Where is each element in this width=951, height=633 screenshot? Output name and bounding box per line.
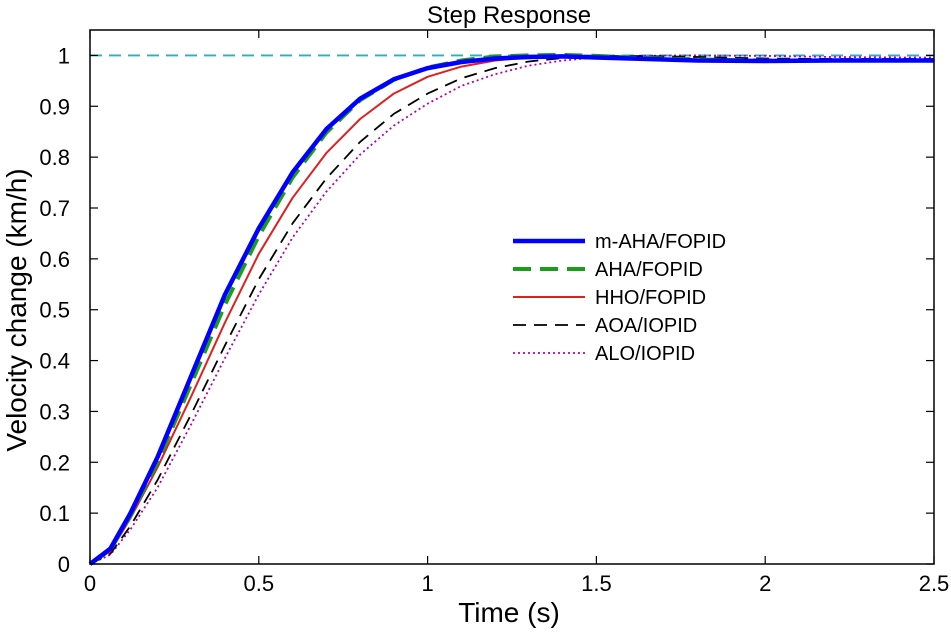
- y-tick-label: 1: [58, 43, 70, 68]
- x-tick-label: 2.5: [919, 571, 950, 596]
- chart-title: Step Response: [427, 2, 591, 29]
- legend-label: HHO/FOPID: [595, 287, 706, 309]
- y-tick-label: 0: [58, 552, 70, 577]
- legend-label: AHA/FOPID: [595, 259, 703, 281]
- y-tick-label: 0.1: [39, 501, 70, 526]
- x-tick-label: 0.5: [244, 571, 275, 596]
- legend-label: ALO/IOPID: [595, 343, 695, 365]
- y-tick-label: 0.7: [39, 196, 70, 221]
- y-axis-label: Velocity change (km/h): [1, 168, 32, 451]
- y-tick-label: 0.9: [39, 94, 70, 119]
- series-line-aoa-iopid: [89, 55, 934, 565]
- x-tick-label: 0: [84, 571, 96, 596]
- y-tick-label: 0.8: [39, 145, 70, 170]
- plot-frame: [89, 29, 935, 565]
- x-tick-label: 2: [759, 571, 771, 596]
- legend: m-AHA/FOPID AHA/FOPID HHO/FOPID AOA/IOPID AL…: [513, 231, 726, 365]
- x-tick-label: 1.5: [581, 571, 612, 596]
- axis-ticks: 0 0.5 1 1.5 2 2.5 0 0.1 0.2 0.3 0.4 0.5 0.6 0.7 0.8 0.9…: [39, 30, 949, 596]
- series-line-alo-iopid: [89, 54, 934, 565]
- y-tick-label: 0.6: [39, 247, 70, 272]
- legend-label: m-AHA/FOPID: [595, 231, 726, 253]
- series-line-m-aha-fopid: [88, 54, 934, 566]
- x-tick-label: 1: [421, 571, 433, 596]
- y-tick-label: 0.3: [39, 399, 70, 424]
- y-tick-label: 0.2: [39, 450, 70, 475]
- y-tick-label: 0.4: [39, 349, 70, 374]
- x-axis-label: Time (s): [458, 597, 560, 628]
- plot-area: [88, 52, 935, 566]
- legend-label: AOA/IOPID: [595, 315, 697, 337]
- y-tick-label: 0.5: [39, 298, 70, 323]
